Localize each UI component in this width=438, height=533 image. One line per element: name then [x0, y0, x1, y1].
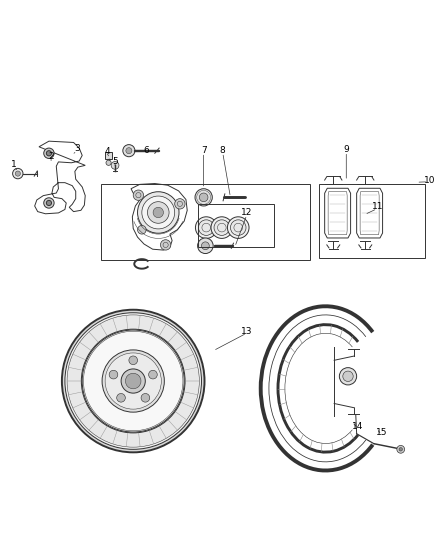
Circle shape: [142, 196, 175, 229]
Circle shape: [133, 190, 144, 200]
Circle shape: [201, 242, 209, 249]
Circle shape: [129, 356, 138, 365]
Circle shape: [160, 240, 171, 250]
Text: 4: 4: [104, 148, 110, 157]
Circle shape: [117, 393, 125, 402]
Text: 14: 14: [352, 422, 364, 431]
Text: 2: 2: [48, 152, 54, 161]
Circle shape: [105, 353, 161, 409]
Text: 3: 3: [74, 144, 80, 154]
Circle shape: [397, 446, 405, 453]
Circle shape: [343, 371, 353, 382]
Circle shape: [195, 189, 212, 206]
Bar: [198, 204, 274, 247]
Circle shape: [15, 171, 21, 176]
Text: 7: 7: [201, 146, 207, 155]
Circle shape: [65, 313, 201, 449]
Text: 5: 5: [112, 157, 118, 166]
Circle shape: [62, 310, 205, 453]
Circle shape: [214, 220, 230, 236]
Circle shape: [198, 238, 213, 254]
Text: 9: 9: [343, 146, 349, 155]
Circle shape: [44, 198, 54, 208]
Bar: [105, 152, 112, 159]
Circle shape: [82, 330, 184, 432]
Circle shape: [13, 168, 23, 179]
Circle shape: [138, 192, 179, 233]
Text: 10: 10: [424, 175, 436, 184]
Circle shape: [123, 144, 135, 157]
Circle shape: [195, 217, 217, 238]
Circle shape: [126, 148, 132, 154]
Circle shape: [211, 217, 233, 238]
Circle shape: [111, 161, 119, 169]
Circle shape: [153, 207, 163, 217]
Circle shape: [125, 373, 141, 389]
Circle shape: [175, 199, 185, 209]
Circle shape: [227, 217, 249, 238]
Circle shape: [148, 370, 157, 379]
Text: 1: 1: [11, 160, 16, 169]
Circle shape: [109, 370, 118, 379]
Bar: [319, 184, 425, 258]
Text: 15: 15: [376, 429, 388, 438]
Circle shape: [121, 369, 145, 393]
Circle shape: [230, 220, 246, 236]
Text: 12: 12: [241, 208, 253, 217]
Circle shape: [46, 151, 52, 156]
Circle shape: [102, 350, 164, 412]
Circle shape: [84, 332, 183, 431]
Text: 6: 6: [143, 146, 149, 155]
Circle shape: [138, 225, 146, 234]
Circle shape: [399, 448, 403, 451]
Circle shape: [198, 220, 214, 236]
Text: 8: 8: [220, 146, 226, 155]
Circle shape: [339, 368, 357, 385]
Circle shape: [67, 315, 199, 447]
Circle shape: [46, 200, 52, 206]
Circle shape: [81, 329, 185, 433]
Circle shape: [44, 148, 54, 158]
Bar: [101, 184, 311, 260]
Circle shape: [141, 393, 150, 402]
Text: 11: 11: [371, 203, 383, 212]
Text: 13: 13: [241, 327, 253, 336]
Circle shape: [148, 201, 169, 223]
Circle shape: [106, 160, 111, 165]
Circle shape: [199, 193, 208, 201]
